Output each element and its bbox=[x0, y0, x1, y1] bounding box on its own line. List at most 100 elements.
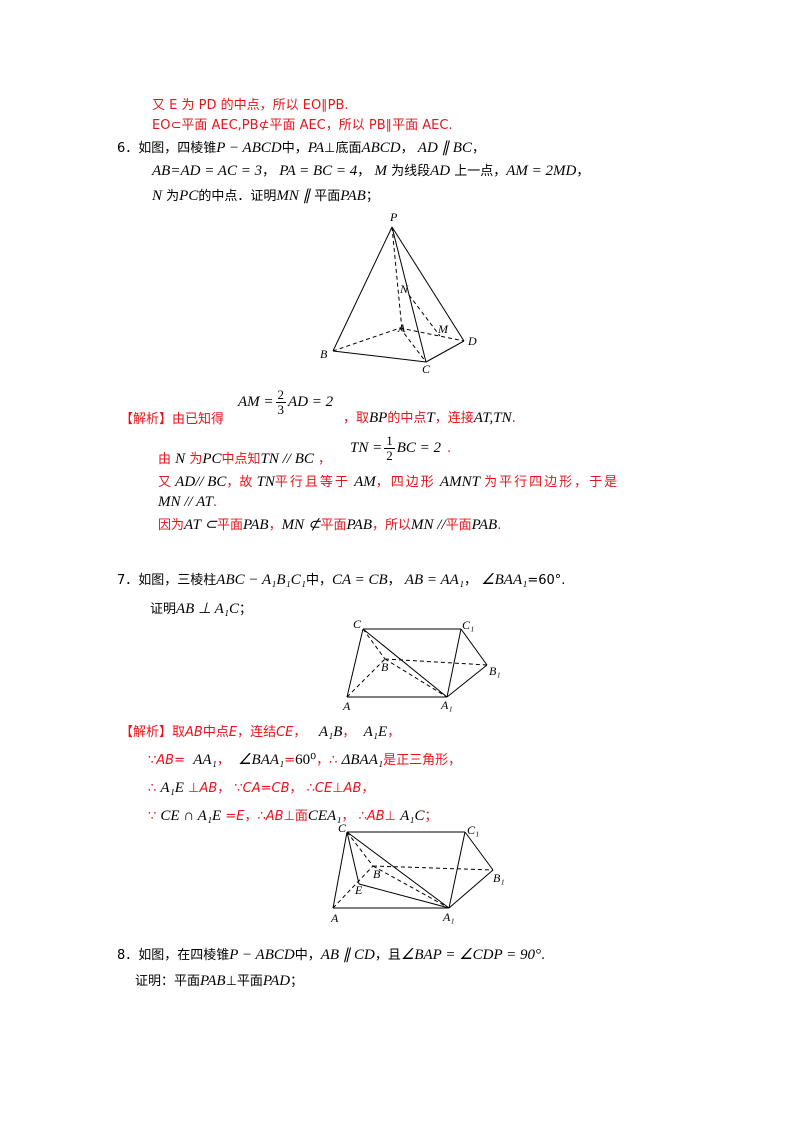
text: ，所以 bbox=[372, 518, 412, 533]
text: 由 bbox=[158, 452, 172, 467]
text: ， bbox=[293, 725, 307, 740]
text: ， bbox=[387, 573, 401, 588]
math: M bbox=[374, 163, 387, 179]
pyramid-figure: P N A M D B C bbox=[320, 210, 477, 376]
therefore-symbol: ∴ bbox=[148, 781, 157, 796]
question-number: 6． bbox=[117, 141, 139, 156]
text: ，连接 bbox=[434, 411, 474, 426]
label-A1: A₁ bbox=[442, 910, 455, 924]
question-7-line-2: 证明AB ⊥ A₁C； bbox=[150, 600, 252, 619]
math: CE ∩ A₁E bbox=[160, 808, 222, 824]
math: MN ∥ bbox=[276, 188, 311, 204]
label-B: B bbox=[373, 867, 381, 881]
solution-6-line-4: MN // AT. bbox=[158, 493, 217, 512]
text: ， bbox=[342, 725, 356, 740]
text: 平面 bbox=[314, 189, 341, 204]
text: 如图，在四棱锥 bbox=[138, 948, 230, 963]
text: ， bbox=[471, 141, 485, 156]
math: A₁C bbox=[400, 808, 425, 824]
text: ； bbox=[424, 809, 438, 824]
text: 平面 bbox=[217, 518, 244, 533]
math: E bbox=[228, 725, 238, 740]
math: MN ⊄ bbox=[281, 517, 321, 533]
math: PA bbox=[307, 140, 325, 156]
label-B1: B₁ bbox=[489, 664, 501, 678]
prism-figure-2: C C₁ B B₁ E A A₁ bbox=[330, 821, 505, 925]
question-6-line-3: N 为PC的中点．证明MN ∥ 平面PAB； bbox=[152, 187, 379, 206]
text: ， bbox=[318, 452, 332, 467]
solution-7-line-4: ∵ CE ∩ A₁E =E，∴AB⊥面CEA₁， ∴AB⊥ A₁C； bbox=[148, 807, 438, 826]
text: 的中点．证明 bbox=[198, 189, 277, 204]
text: ⊥面 bbox=[283, 809, 308, 824]
math: TN = bbox=[350, 440, 383, 456]
math: T bbox=[426, 410, 435, 426]
text: . bbox=[497, 518, 502, 533]
math: AD = 2 bbox=[288, 394, 334, 410]
math: AB bbox=[185, 725, 203, 740]
solution-6-formula-2: TN = 1 2 BC = 2. bbox=[350, 434, 451, 463]
solution-6-line-3: 又 AD// BC，故 TN平行且等于 AM，四边形 AMNT 为平行四边形，于… bbox=[158, 473, 619, 492]
text: ； bbox=[239, 602, 253, 617]
question-number: 8． bbox=[117, 948, 139, 963]
math: A₁B bbox=[318, 724, 343, 740]
text: ⊥ bbox=[188, 781, 200, 796]
prism-figure: C C₁ B B₁ A A₁ bbox=[342, 617, 501, 713]
math: AD// BC bbox=[175, 474, 227, 490]
question-8-line-1: 8．如图，在四棱锥P − ABCD中，AB ∥ CD，且∠BAP = ∠CDP … bbox=[117, 946, 545, 965]
math: AA₁ bbox=[193, 752, 217, 768]
text: ， bbox=[361, 781, 375, 796]
math: ∠BAP = ∠CDP = 90° bbox=[400, 947, 541, 963]
math: P − ABCD bbox=[229, 947, 295, 963]
text: = bbox=[225, 809, 237, 824]
text: 证明：平面 bbox=[135, 974, 201, 989]
question-number: 7． bbox=[117, 573, 139, 588]
label-C: C bbox=[353, 617, 362, 631]
text: ⊥ bbox=[384, 809, 396, 824]
text: 为 bbox=[166, 189, 180, 204]
label-A1: A₁ bbox=[440, 698, 453, 712]
math: AB = AA₁ bbox=[404, 572, 465, 588]
math: AB bbox=[343, 781, 362, 796]
math: MN // bbox=[411, 517, 446, 533]
text: 如图，四棱锥 bbox=[138, 141, 217, 156]
math: PAB bbox=[340, 188, 366, 204]
text: ； bbox=[290, 974, 304, 989]
text: 平面 bbox=[445, 518, 472, 533]
math: AB=AD = AC = 3 bbox=[152, 163, 263, 179]
text: 证明 bbox=[150, 602, 177, 617]
text: ； bbox=[365, 189, 379, 204]
math: AB ⊥ A₁C bbox=[176, 601, 240, 617]
math: TN // BC bbox=[260, 451, 314, 467]
text: = bbox=[284, 753, 296, 768]
numerator: 1 bbox=[384, 433, 395, 449]
math: E bbox=[236, 809, 245, 824]
math: AB bbox=[366, 809, 385, 824]
math: CA = CB bbox=[331, 572, 388, 588]
question-6-line-2: AB=AD = AC = 3， PA = BC = 4， M 为线段AD 上一点… bbox=[152, 162, 589, 181]
text: 取 bbox=[172, 725, 186, 740]
solution-6-line-1b: ，取BP的中点T，连接AT,TN. bbox=[343, 404, 516, 433]
solution-6-line-2: 由 N 为PC中点知TN // BC ， bbox=[158, 450, 331, 469]
solution-7-line-3: ∴ A₁E ⊥AB， ∵CA=CB， ∴CE⊥AB， bbox=[148, 779, 374, 798]
label-A: A bbox=[342, 699, 351, 713]
because-symbol: ∵ bbox=[148, 753, 157, 768]
math: ∠BAA₁ bbox=[481, 572, 528, 588]
label-B1: B₁ bbox=[493, 871, 505, 885]
text: ，∴ bbox=[316, 753, 338, 768]
denominator: 2 bbox=[386, 448, 393, 463]
math: PAB bbox=[243, 517, 269, 533]
math: PAB bbox=[200, 973, 226, 989]
text: ， bbox=[464, 573, 478, 588]
math: AB ∥ CD bbox=[320, 947, 375, 963]
math: ABCD bbox=[361, 140, 401, 156]
text: ， bbox=[400, 141, 414, 156]
label-C: C bbox=[422, 362, 431, 376]
solution-7-line-1: 【解析】取AB中点E，连结CE， A₁B， A₁E， bbox=[120, 723, 400, 742]
math: AM = 2MD bbox=[506, 163, 577, 179]
text: 由已知得 bbox=[172, 412, 225, 427]
text: 平面 bbox=[320, 518, 347, 533]
math: AD ∥ BC bbox=[417, 140, 472, 156]
label-P: P bbox=[389, 210, 398, 224]
text: ， ∵ bbox=[217, 781, 243, 796]
text: 平行且等于 bbox=[274, 475, 350, 490]
